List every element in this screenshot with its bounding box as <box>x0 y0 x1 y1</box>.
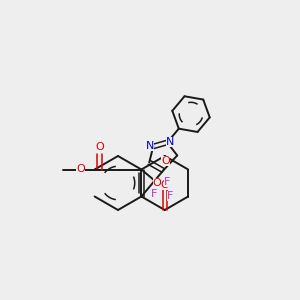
Text: N: N <box>146 142 154 152</box>
Text: O: O <box>95 142 104 152</box>
Text: F: F <box>167 190 173 201</box>
Text: N: N <box>166 137 174 148</box>
Text: F: F <box>164 177 170 187</box>
Text: O: O <box>153 178 161 188</box>
Text: F: F <box>151 189 158 199</box>
Text: O: O <box>160 180 169 190</box>
Text: O: O <box>76 164 85 175</box>
Text: O: O <box>161 156 170 166</box>
